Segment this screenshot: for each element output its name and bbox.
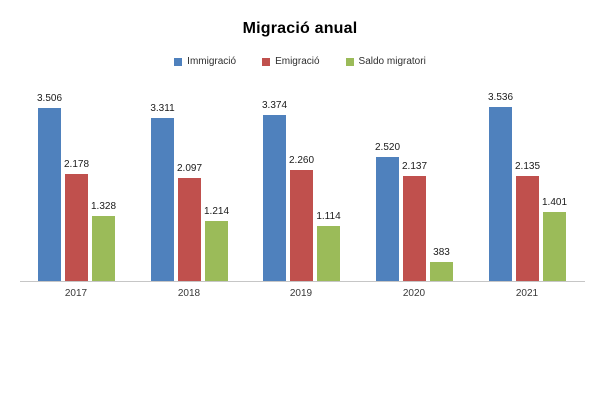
legend-label: Emigració: [275, 56, 320, 67]
bar-saldo-migratori-2019: [317, 226, 340, 281]
bar-emigració-2021: [516, 176, 539, 281]
bar-value-label: 2.135: [514, 161, 541, 172]
bar-value-label: 3.536: [487, 92, 514, 103]
bar-emigració-2017: [65, 174, 88, 281]
x-axis-tick-label: 2021: [515, 288, 539, 299]
bar-value-label: 1.401: [541, 197, 568, 208]
x-axis-tick-label: 2020: [402, 288, 426, 299]
bar-emigració-2020: [403, 176, 426, 281]
x-axis-line: [20, 281, 585, 282]
legend-label: Saldo migratori: [358, 56, 426, 67]
legend-label: Immigració: [187, 56, 237, 67]
bar-immigració-2018: [151, 118, 174, 281]
bar-value-label: 1.114: [316, 211, 341, 222]
x-axis-tick-label: 2018: [177, 288, 201, 299]
bar-saldo-migratori-2017: [92, 216, 115, 281]
legend-swatch-icon: [174, 57, 183, 66]
bar-value-label: 2.178: [63, 159, 90, 170]
legend-item: Immigració: [174, 56, 236, 67]
legend-swatch-icon: [262, 57, 271, 66]
bar-immigració-2021: [489, 107, 512, 281]
bar-immigració-2019: [263, 115, 286, 281]
legend-item: Saldo migratori: [345, 56, 426, 67]
bar-value-label: 3.311: [150, 103, 175, 114]
x-axis-tick-label: 2017: [64, 288, 88, 299]
bar-immigració-2017: [38, 108, 61, 281]
bar-value-label: 2.520: [374, 142, 401, 153]
bar-value-label: 1.328: [90, 201, 117, 212]
bar-value-label: 2.137: [401, 161, 428, 172]
x-axis-tick-label: 2019: [289, 288, 313, 299]
bar-value-label: 3.506: [36, 93, 63, 104]
legend-item: Emigració: [262, 56, 320, 67]
bar-value-label: 2.260: [288, 155, 315, 166]
bar-saldo-migratori-2018: [205, 221, 228, 281]
bar-saldo-migratori-2020: [430, 262, 453, 281]
bar-value-label: 383: [433, 247, 450, 258]
bar-value-label: 1.214: [203, 206, 230, 217]
bar-value-label: 3.374: [261, 100, 288, 111]
bar-emigració-2019: [290, 170, 313, 281]
legend-swatch-icon: [345, 57, 354, 66]
bar-emigració-2018: [178, 178, 201, 281]
bar-immigració-2020: [376, 157, 399, 281]
chart-legend: Immigració Emigració Saldo migratori: [0, 56, 600, 67]
chart-title: Migració anual: [242, 20, 358, 37]
bar-value-label: 2.097: [176, 163, 203, 174]
bar-saldo-migratori-2021: [543, 212, 566, 281]
